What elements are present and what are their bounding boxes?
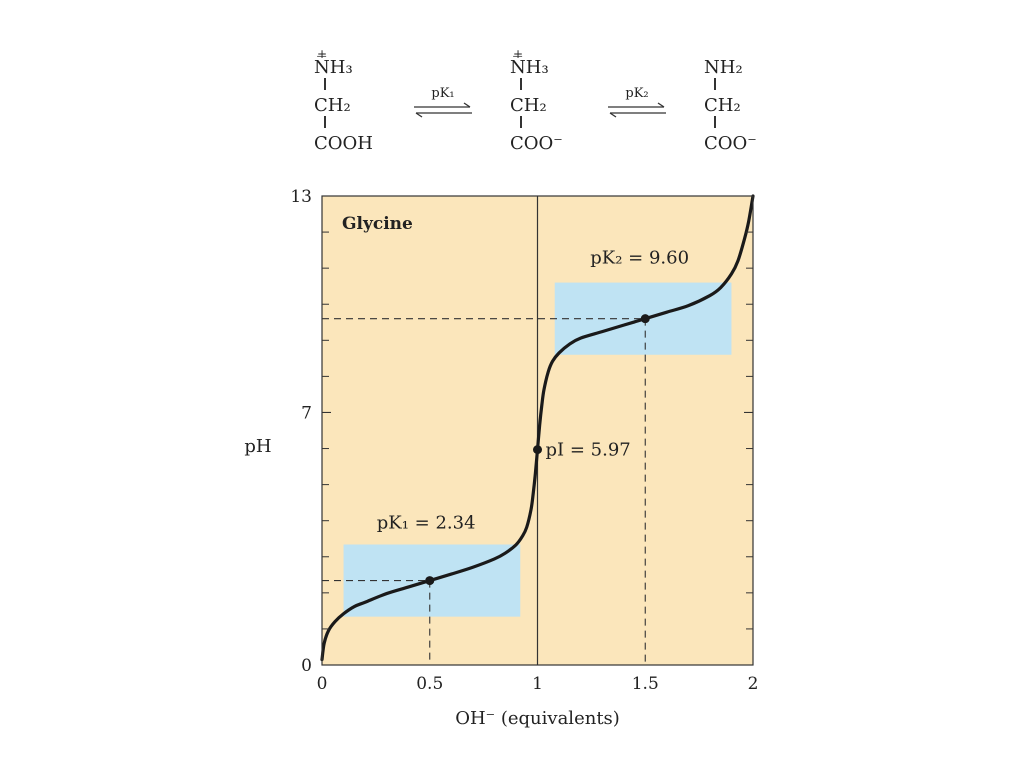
charge-plus: +: [513, 47, 524, 61]
chart-title: Glycine: [342, 214, 413, 234]
annotation-pk1: pK₁ = 2.34: [377, 513, 476, 534]
double-arrow-icon: [608, 102, 666, 118]
y-axis-label: pH: [244, 436, 271, 457]
species-line-ch2: CH₂: [510, 95, 547, 116]
x-tick-label: 1: [532, 674, 543, 694]
annotation-pk2: pK₂ = 9.60: [590, 248, 689, 269]
species-line-coo: COO⁻: [510, 133, 563, 154]
point-pk1: [425, 576, 435, 586]
y-tick-label: 7: [301, 403, 312, 423]
equilibrium-label: pK₂: [625, 86, 649, 101]
annotation-pi: pI = 5.97: [546, 440, 631, 461]
equilibrium-label: pK₁: [431, 86, 455, 101]
bond-line: [714, 116, 716, 128]
species-line-ch2: CH₂: [314, 95, 351, 116]
y-tick-label: 0: [301, 656, 312, 676]
species-fully-protonated: + N̅H₃ CH₂ COOH: [314, 48, 424, 162]
equilibrium-arrow-pk2: pK₂: [606, 86, 668, 126]
species-line-coo: COO⁻: [704, 133, 757, 154]
x-tick-label: 0.5: [416, 674, 443, 694]
x-axis-label: OH⁻ (equivalents): [455, 708, 620, 729]
x-tick-label: 0: [317, 674, 328, 694]
y-tick-label: 13: [290, 187, 312, 207]
species-fully-deprotonated: NH₂ CH₂ COO⁻: [704, 48, 814, 162]
point-pi: [533, 445, 542, 455]
x-tick-label: 2: [748, 674, 759, 694]
bond-line: [324, 116, 326, 128]
bond-line: [520, 78, 522, 90]
species-zwitterion: + N̅H₃ CH₂ COO⁻: [510, 48, 620, 162]
species-line-nh3: N̅H₃: [314, 57, 353, 78]
species-line-nh3: N̅H₃: [510, 57, 549, 78]
x-tick-label: 1.5: [632, 674, 659, 694]
species-line-ch2: CH₂: [704, 95, 741, 116]
bond-line: [714, 78, 716, 90]
bond-line: [324, 78, 326, 90]
bond-line: [520, 116, 522, 128]
double-arrow-icon: [414, 102, 472, 118]
charge-plus: +: [317, 47, 328, 61]
equilibrium-arrow-pk1: pK₁: [412, 86, 474, 126]
species-line-nh2: NH₂: [704, 57, 743, 78]
species-line-cooh: COOH: [314, 133, 373, 154]
point-pk2: [640, 314, 650, 324]
plot-frame: [321, 195, 754, 666]
